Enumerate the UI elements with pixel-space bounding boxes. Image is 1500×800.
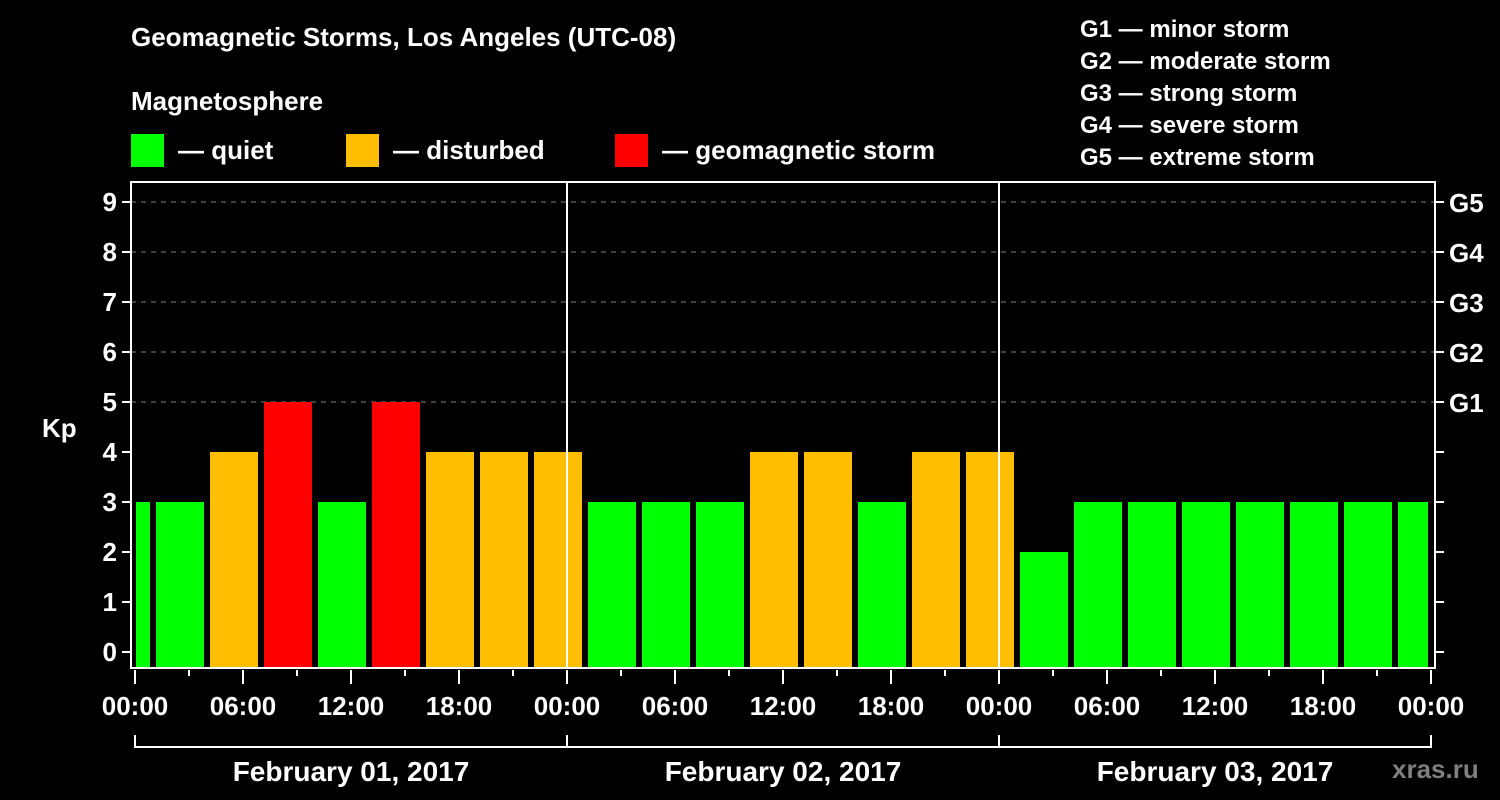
legend-label-quiet: — quiet [178,134,274,165]
kp-bar [858,502,906,668]
legend-swatch-storm [615,133,648,167]
y-tick-label: 4 [103,437,118,467]
x-tick-label: 00:00 [534,691,601,721]
g-scale-g2: G2 — moderate storm [1080,48,1331,75]
kp-bar [1182,502,1230,668]
y-tick-label: 8 [103,237,117,267]
kp-bar [480,452,528,668]
kp-bar [1074,502,1122,668]
g-scale-g1: G1 — minor storm [1080,16,1290,43]
legend-swatch-quiet [131,133,164,167]
y-tick-label: 0 [103,637,117,667]
plot-frame [130,181,1436,669]
g-scale-legend: G1 — minor storm G2 — moderate storm G3 … [1080,14,1331,174]
kp-bar [1398,502,1428,668]
x-tick-label: 12:00 [318,691,385,721]
x-tick-label: 18:00 [858,691,925,721]
kp-bar [1344,502,1392,668]
g-level-label: G5 [1449,188,1484,218]
kp-bar [372,402,420,668]
kp-bar [912,452,960,668]
x-tick-label: 00:00 [1398,691,1465,721]
kp-bar [1290,502,1338,668]
g-level-label: G2 [1449,338,1484,368]
g-level-label: G3 [1449,288,1484,318]
kp-bar [750,452,798,668]
x-tick-label: 18:00 [426,691,493,721]
kp-bar [1236,502,1284,668]
x-tick-label: 06:00 [1074,691,1141,721]
kp-bar [1128,502,1176,668]
kp-bar [642,502,690,668]
g-level-label: G4 [1449,238,1484,268]
y-tick-label: 1 [103,587,117,617]
kp-bar [588,502,636,668]
day-label: February 03, 2017 [1097,756,1334,787]
kp-bar [318,502,366,668]
g-scale-g3: G3 — strong storm [1080,80,1298,107]
kp-bar [696,502,744,668]
x-tick-label: 00:00 [966,691,1033,721]
kp-bar [534,452,582,668]
x-tick-label: 00:00 [102,691,169,721]
x-tick-label: 12:00 [750,691,817,721]
y-tick-label: 6 [103,337,117,367]
day-label: February 01, 2017 [233,756,470,787]
y-tick-label: 9 [103,187,117,217]
kp-bar [966,452,1014,668]
y-tick-label: 2 [103,537,117,567]
x-tick-label: 06:00 [642,691,709,721]
y-axis-label: Kp [42,413,77,443]
kp-bar [426,452,474,668]
kp-bar [1020,552,1068,668]
legend-heading: Magnetosphere [131,86,324,116]
g-scale-g5: G5 — extreme storm [1080,144,1315,171]
chart-title: Geomagnetic Storms, Los Angeles (UTC-08) [131,22,677,52]
x-tick-label: 06:00 [210,691,277,721]
y-tick-label: 7 [103,287,117,317]
kp-bar [136,502,150,668]
legend-label-disturbed: — disturbed [393,134,545,165]
legend-item-disturbed: — disturbed [346,133,545,167]
g-scale-g4: G4 — severe storm [1080,112,1299,139]
legend-item-quiet: — quiet [131,133,273,167]
legend-swatch-disturbed [346,133,379,167]
day-label: February 02, 2017 [665,756,902,787]
kp-bar [156,502,204,668]
kp-bar [804,452,852,668]
kp-bar [264,402,312,668]
x-tick-label: 18:00 [1290,691,1357,721]
watermark: xras.ru [1392,754,1479,784]
g-level-label: G1 [1449,388,1484,418]
legend-label-storm: — geomagnetic storm [662,134,936,165]
y-tick-label: 3 [103,487,117,517]
x-tick-label: 12:00 [1182,691,1249,721]
day-bracket [134,735,1432,748]
legend-item-storm: — geomagnetic storm [615,133,935,167]
kp-bar [210,452,258,668]
y-tick-label: 5 [103,387,117,417]
